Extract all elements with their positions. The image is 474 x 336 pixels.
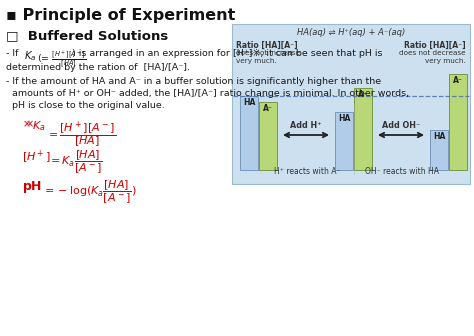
Text: $= -\log(\mathit{K}_a\dfrac{[HA]}{[A^-]})$: $= -\log(\mathit{K}_a\dfrac{[HA]}{[A^-]}…: [42, 179, 137, 206]
Text: Add H⁺: Add H⁺: [290, 121, 322, 130]
Text: $[H^+]$: $[H^+]$: [22, 149, 51, 166]
Text: does not increase: does not increase: [236, 50, 300, 56]
Text: pH is close to the original value.: pH is close to the original value.: [6, 101, 165, 110]
Text: very much.: very much.: [425, 58, 466, 64]
Text: $\times\!\!\!\!\times$: $\times\!\!\!\!\times$: [22, 119, 35, 129]
Text: OH⁻ reacts with HA: OH⁻ reacts with HA: [365, 167, 439, 176]
Bar: [335, 112, 353, 170]
Text: - If the amount of HA and A⁻ in a buffer solution is significantly higher than t: - If the amount of HA and A⁻ in a buffer…: [6, 77, 381, 86]
Text: HA: HA: [433, 132, 445, 141]
Text: ▪ Principle of Experiment: ▪ Principle of Experiment: [6, 8, 236, 23]
Text: very much.: very much.: [236, 58, 277, 64]
Text: A⁻: A⁻: [263, 104, 273, 113]
Text: A⁻: A⁻: [453, 76, 463, 85]
Text: amounts of H⁺ or OH⁻ added, the [HA]/[A⁻] ratio change is minimal. In other word: amounts of H⁺ or OH⁻ added, the [HA]/[A⁻…: [6, 89, 409, 98]
Bar: [240, 96, 258, 170]
Text: $= \mathit{K}_a\dfrac{[HA]}{[A^-]}$: $= \mathit{K}_a\dfrac{[HA]}{[A^-]}$: [48, 149, 103, 176]
Text: $\mathbf{pH}$: $\mathbf{pH}$: [22, 179, 42, 195]
Text: Ratio [HA][A⁻]: Ratio [HA][A⁻]: [236, 41, 298, 50]
Bar: [259, 102, 277, 170]
Text: does not decrease: does not decrease: [400, 50, 466, 56]
Text: $\mathit{K}_a$: $\mathit{K}_a$: [32, 119, 46, 133]
Text: determined by the ration of  [HA]/[A⁻].: determined by the ration of [HA]/[A⁻].: [6, 63, 190, 72]
Bar: [354, 88, 372, 170]
Text: $\mathit{K}_{\mathit{a}}$: $\mathit{K}_{\mathit{a}}$: [24, 49, 36, 63]
Bar: [232, 24, 470, 184]
Text: A⁻: A⁻: [358, 90, 368, 99]
Text: □  Buffered Solutions: □ Buffered Solutions: [6, 29, 168, 42]
Text: H⁺ reacts with A⁻: H⁺ reacts with A⁻: [274, 167, 340, 176]
Text: HA(aq) ⇌ H⁺(aq) + A⁻(aq): HA(aq) ⇌ H⁺(aq) + A⁻(aq): [297, 28, 405, 37]
Text: - If: - If: [6, 49, 21, 58]
Text: Ratio [HA][A⁻]: Ratio [HA][A⁻]: [404, 41, 466, 50]
Bar: [449, 74, 467, 170]
Bar: [430, 130, 448, 170]
Text: (= $\frac{[H^+][A^-]}{[HA]}$: (= $\frac{[H^+][A^-]}{[HA]}$: [37, 49, 86, 71]
Text: HA: HA: [338, 114, 350, 123]
Text: $= \dfrac{[H^+][A^-]}{[HA]}$: $= \dfrac{[H^+][A^-]}{[HA]}$: [46, 119, 116, 150]
Text: HA: HA: [243, 98, 255, 107]
Text: Add OH⁻: Add OH⁻: [382, 121, 420, 130]
Text: ) is arranged in an expression for [H⁺]※, it can be seen that pH is: ) is arranged in an expression for [H⁺]※…: [72, 49, 383, 58]
